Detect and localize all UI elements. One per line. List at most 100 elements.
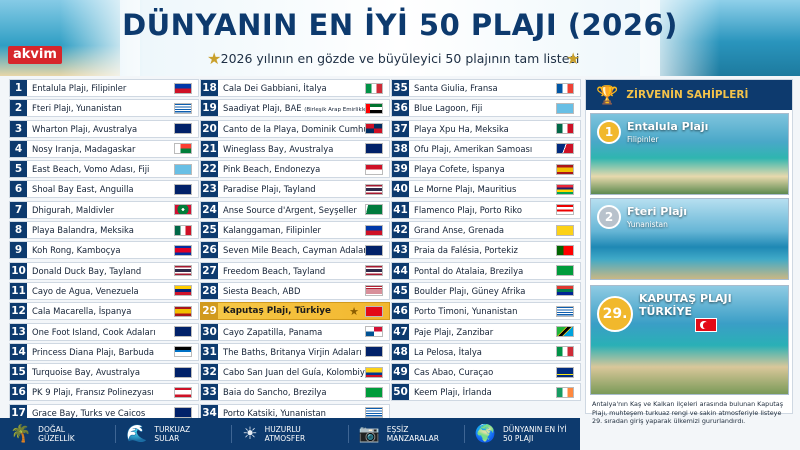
ranking-row[interactable]: 23 Paradise Plajı, Tayland — [200, 180, 390, 199]
beach-name: PK 9 Plajı, Fransız Polinezyası — [32, 387, 154, 398]
ranking-row[interactable]: 35 Santa Giulia, Fransa — [391, 79, 581, 97]
beach-name: Kaputaş Plajı, Türkiye — [223, 306, 331, 317]
ranking-row[interactable]: 6 Shoal Bay East, Anguilla — [9, 180, 199, 199]
kaputas-card[interactable]: 29. KAPUTAŞ PLAJI TÜRKİYE — [590, 285, 789, 395]
ranking-row[interactable]: 45 Boulder Plajı, Güney Afrika — [391, 281, 581, 300]
beach-name: Playa Balandra, Meksika — [32, 225, 134, 236]
ranking-row[interactable]: 25 Kalanggaman, Filipinler — [200, 221, 390, 240]
rank-number: 18 — [201, 80, 218, 96]
country-flag-icon — [365, 285, 383, 297]
ranking-row[interactable]: 42 Grand Anse, Grenada — [391, 221, 581, 240]
ranking-row[interactable]: 8 Playa Balandra, Meksika — [9, 221, 199, 240]
beach-name: Flamenco Plajı, Porto Riko — [414, 204, 522, 215]
beach-name: Baia do Sancho, Brezilya — [223, 387, 327, 398]
rank-badge: 2 — [597, 205, 621, 229]
winner-title: Entalula Plajı — [627, 120, 709, 133]
ranking-row-highlight[interactable]: 29 Kaputaş Plajı, Türkiye ★ — [200, 302, 390, 321]
ranking-row[interactable]: 7 Dhigurah, Maldivler — [9, 200, 199, 219]
beach-name: The Baths, Britanya Virjin Adaları — [223, 346, 362, 357]
rank-number: 24 — [201, 201, 218, 218]
ranking-row[interactable]: 17 Grace Bay, Turks ve Caicos — [9, 403, 199, 422]
country-flag-icon — [556, 163, 574, 175]
beach-name: Playa Xpu Ha, Meksika — [414, 123, 509, 134]
country-flag-icon — [556, 305, 574, 317]
ranking-row[interactable]: 28 Siesta Beach, ABD — [200, 281, 390, 300]
ranking-row[interactable]: 3 Wharton Plajı, Avustralya — [9, 119, 199, 138]
ranking-row[interactable]: 14 Princess Diana Plajı, Barbuda — [9, 342, 199, 361]
beach-name: Le Morne Plajı, Mauritius — [414, 184, 517, 195]
ranking-row[interactable]: 50 Keem Plajı, İrlanda — [391, 383, 581, 402]
ranking-row[interactable]: 30 Cayo Zapatilla, Panama — [200, 322, 390, 341]
rank-number: 13 — [10, 323, 27, 340]
ranking-row[interactable]: 24 Anse Source d'Argent, Seyşeller — [200, 200, 390, 219]
ranking-row[interactable]: 40 Le Morne Plajı, Mauritius — [391, 180, 581, 199]
country-flag-icon — [365, 163, 383, 175]
header-fade-left — [60, 0, 140, 76]
ranking-row[interactable]: 15 Turquoise Bay, Avustralya — [9, 363, 199, 382]
ranking-row[interactable]: 48 La Pelosa, İtalya — [391, 342, 581, 361]
beach-name: Porto Timoni, Yunanistan — [414, 306, 518, 317]
beach-name: Donald Duck Bay, Tayland — [32, 265, 142, 276]
beach-name-note: (Birleşik Arap Emirlikleri) — [304, 107, 365, 114]
ranking-column-3: 35 Santa Giulia, Fransa 36 Blue Lagoon, Fij… — [391, 79, 581, 404]
ranking-row[interactable]: 4 Nosy Iranja, Madagaskar — [9, 139, 199, 158]
ranking-row[interactable]: 33 Baia do Sancho, Brezilya — [200, 383, 390, 402]
winner-title: Fteri Plajı — [627, 205, 688, 218]
ranking-row[interactable]: 10 Donald Duck Bay, Tayland — [9, 261, 199, 280]
ranking-row[interactable]: 46 Porto Timoni, Yunanistan — [391, 302, 581, 321]
ranking-row[interactable]: 41 Flamenco Plajı, Porto Riko — [391, 200, 581, 219]
feature-label: TURKUAZ SULAR — [154, 425, 191, 443]
ranking-row[interactable]: 49 Cas Abao, Curaçao — [391, 363, 581, 382]
ranking-row[interactable]: 18 Cala Dei Gabbiani, İtalya — [200, 79, 390, 97]
ranking-row[interactable]: 21 Wineglass Bay, Avustralya — [200, 139, 390, 158]
ranking-row[interactable]: 1 Entalula Plajı, Filipinler — [9, 79, 199, 97]
rank-number: 21 — [201, 140, 218, 157]
ranking-row[interactable]: 13 One Foot Island, Cook Adaları — [9, 322, 199, 341]
ranking-row[interactable]: 38 Ofu Plajı, Amerikan Samoası — [391, 139, 581, 158]
ranking-row[interactable]: 31 The Baths, Britanya Virjin Adaları — [200, 342, 390, 361]
beach-name: Princess Diana Plajı, Barbuda — [32, 346, 155, 357]
beach-name: Nosy Iranja, Madagaskar — [32, 143, 136, 154]
country-flag-icon — [556, 102, 574, 114]
country-flag-icon — [556, 143, 574, 155]
ranking-row[interactable]: 47 Paje Plajı, Zanzibar — [391, 322, 581, 341]
ranking-row[interactable]: 39 Playa Cofete, İspanya — [391, 160, 581, 179]
rank-badge: 29. — [597, 296, 633, 332]
feature-label: DÜNYANIN EN İYİ 50 PLAJI — [502, 425, 567, 443]
ranking-row[interactable]: 26 Seven Mile Beach, Cayman Adaları — [200, 241, 390, 260]
ranking-column-1: 1 Entalula Plajı, Filipinler 2 Fteri Plajı,… — [9, 79, 199, 424]
ranking-row[interactable]: 5 East Beach, Vomo Adası, Fiji — [9, 160, 199, 179]
wave-icon: 🌊 — [126, 423, 148, 444]
ranking-row[interactable]: 27 Freedom Beach, Tayland — [200, 261, 390, 280]
ranking-row[interactable]: 37 Playa Xpu Ha, Meksika — [391, 119, 581, 138]
beach-name: Cas Abao, Curaçao — [414, 367, 494, 378]
ranking-row[interactable]: 11 Cayo de Agua, Venezuela — [9, 281, 199, 300]
ranking-row[interactable]: 44 Pontal do Atalaia, Brezilya — [391, 261, 581, 280]
winner-card-2[interactable]: 2 Fteri Plajı Yunanistan — [590, 198, 789, 280]
ranking-row[interactable]: 22 Pink Beach, Endonezya — [200, 160, 390, 179]
ranking-row[interactable]: 34 Porto Katsiki, Yunanistan — [200, 403, 390, 422]
country-flag-icon — [365, 265, 383, 277]
ranking-row[interactable]: 19 Saadiyat Plajı, BAE (Birleşik Arap Emi… — [200, 99, 390, 118]
beach-name: Fteri Plajı, Yunanistan — [32, 103, 122, 114]
rank-number: 12 — [10, 303, 27, 320]
ranking-row[interactable]: 32 Cabo San Juan del Guía, Kolombiya — [200, 363, 390, 382]
ranking-row[interactable]: 43 Praia da Falésia, Portekiz — [391, 241, 581, 260]
rank-number: 34 — [201, 404, 218, 421]
ranking-row[interactable]: 9 Koh Rong, Kamboçya — [9, 241, 199, 260]
ranking-row[interactable]: 16 PK 9 Plajı, Fransız Polinezyası — [9, 383, 199, 402]
rank-number: 36 — [392, 100, 409, 117]
country-flag-icon — [365, 386, 383, 398]
ranking-row[interactable]: 12 Cala Macarella, İspanya — [9, 302, 199, 321]
beach-name: Wharton Plajı, Avustralya — [32, 123, 138, 134]
country-flag-icon — [174, 82, 192, 94]
country-flag-icon — [174, 143, 192, 155]
winner-card-1[interactable]: 1 Entalula Plajı Filipinler — [590, 113, 789, 195]
ranking-row[interactable]: 20 Canto de la Playa, Dominik Cumhuriyeti — [200, 119, 390, 138]
rank-number: 42 — [392, 222, 409, 239]
star-icon: ★ — [349, 305, 359, 319]
ranking-row[interactable]: 2 Fteri Plajı, Yunanistan — [9, 99, 199, 118]
akvim-logo[interactable]: akvim — [8, 46, 62, 64]
rank-number: 32 — [201, 364, 218, 381]
ranking-row[interactable]: 36 Blue Lagoon, Fiji — [391, 99, 581, 118]
